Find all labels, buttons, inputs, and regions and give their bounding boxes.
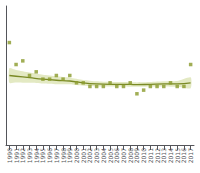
svg-text:1996: 1996 bbox=[46, 148, 54, 164]
svg-text:2008: 2008 bbox=[126, 148, 134, 164]
svg-text:1992: 1992 bbox=[19, 148, 27, 164]
svg-text:1993: 1993 bbox=[26, 148, 33, 164]
svg-text:2016: 2016 bbox=[180, 148, 188, 164]
svg-text:1994: 1994 bbox=[32, 148, 40, 164]
svg-text:2014: 2014 bbox=[167, 148, 174, 164]
svg-text:2006: 2006 bbox=[113, 148, 121, 164]
svg-text:2012: 2012 bbox=[153, 148, 161, 164]
svg-text:1995: 1995 bbox=[39, 148, 47, 164]
svg-text:2013: 2013 bbox=[160, 148, 168, 164]
svg-text:2011: 2011 bbox=[146, 148, 154, 164]
svg-text:1997: 1997 bbox=[52, 148, 60, 164]
svg-text:2015: 2015 bbox=[173, 148, 181, 164]
svg-text:2007: 2007 bbox=[120, 148, 127, 164]
svg-text:2010: 2010 bbox=[140, 148, 148, 164]
svg-text:1990: 1990 bbox=[5, 148, 13, 164]
svg-text:1998: 1998 bbox=[59, 148, 67, 164]
svg-text:2003: 2003 bbox=[93, 148, 101, 164]
svg-text:2004: 2004 bbox=[99, 148, 107, 164]
svg-text:2017: 2017 bbox=[187, 148, 194, 163]
svg-text:2002: 2002 bbox=[86, 148, 94, 164]
svg-text:2000: 2000 bbox=[73, 148, 80, 164]
svg-text:1991: 1991 bbox=[12, 148, 20, 164]
svg-text:2001: 2001 bbox=[79, 148, 87, 164]
svg-text:2005: 2005 bbox=[106, 148, 114, 164]
svg-text:1999: 1999 bbox=[66, 148, 74, 164]
svg-text:2009: 2009 bbox=[133, 148, 141, 164]
